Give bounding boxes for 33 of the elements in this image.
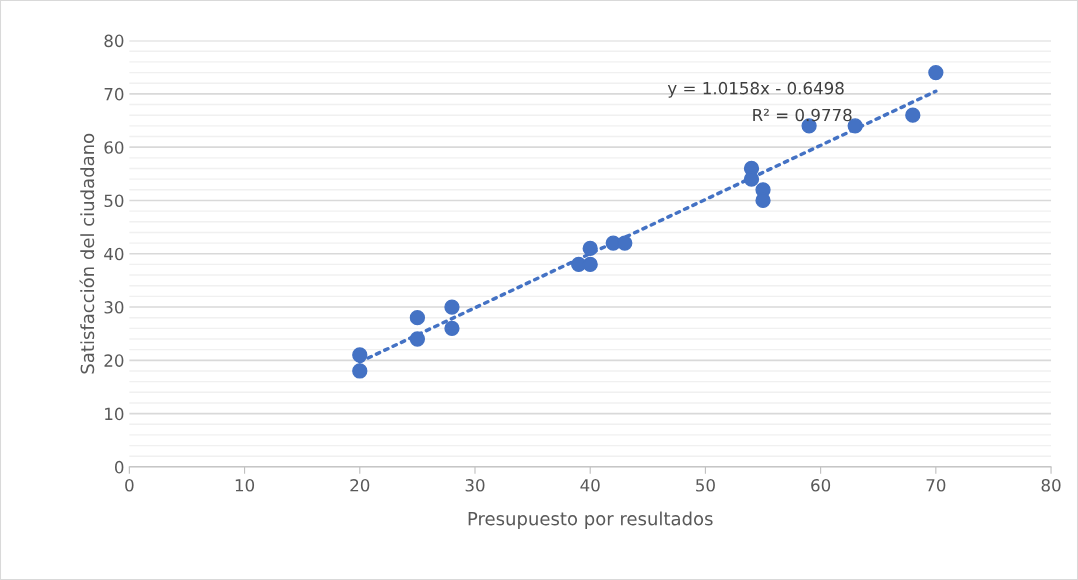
y-tick-label: 60 (104, 141, 124, 154)
point (905, 107, 921, 123)
y-axis-title: Satisfacción del ciudadano (79, 133, 95, 374)
annotation: y = 1.0158x - 0.6498 (667, 81, 844, 98)
x-tick-label: 40 (580, 479, 600, 492)
point (582, 256, 598, 273)
point (352, 347, 368, 363)
x-tick-label: 0 (125, 479, 134, 492)
y-tick-label: 80 (104, 34, 124, 48)
y-tick-label: 50 (104, 194, 124, 208)
point (352, 363, 368, 379)
point (617, 235, 633, 251)
x-tick-label: 30 (465, 479, 485, 492)
x-axis-title: Presupuesto por resultados (468, 511, 713, 529)
x-tick-label: 50 (696, 479, 715, 492)
y-tick-label: 10 (105, 407, 124, 421)
y-tick-label: 30 (104, 301, 124, 314)
y-tick-label: 20 (104, 354, 124, 367)
y-tick-label: 70 (104, 87, 124, 101)
point (928, 64, 944, 81)
y-tick-label: 0 (114, 460, 124, 474)
x-tick-label: 10 (235, 479, 255, 492)
point (409, 331, 426, 347)
x-tick-label: 80 (1041, 479, 1061, 492)
x-tick-label: 70 (926, 479, 946, 492)
point (444, 320, 460, 336)
point (409, 310, 426, 326)
annotation: R² = 0.9778 (753, 108, 852, 122)
point (582, 240, 598, 257)
y-tick-label: 40 (104, 247, 124, 261)
x-tick-label: 60 (811, 479, 831, 492)
point (444, 299, 460, 315)
x-tick-label: 20 (350, 479, 370, 492)
